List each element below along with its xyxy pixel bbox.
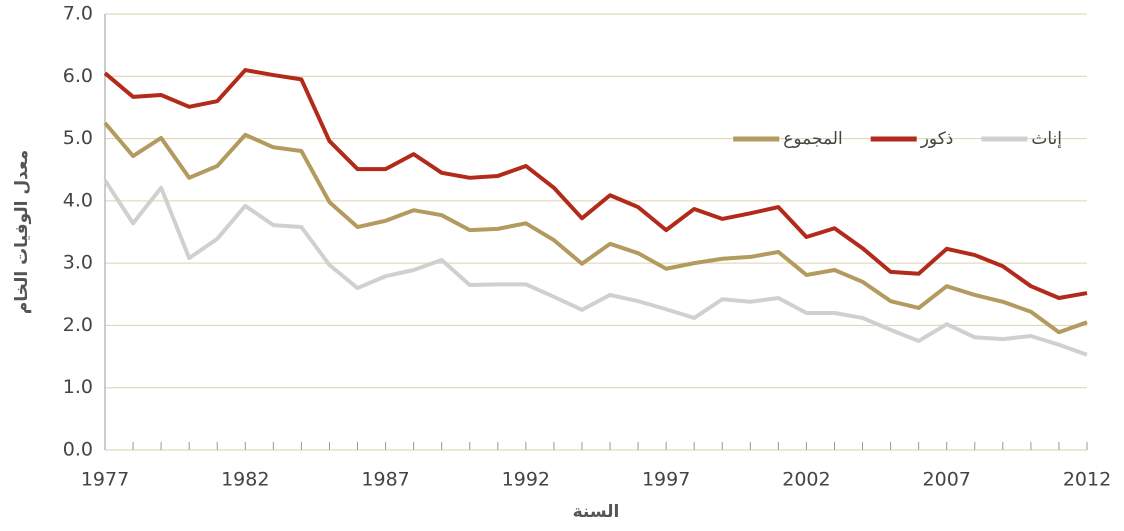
x-tick-label: 2012 [1063, 469, 1111, 491]
y-tick-label: 7.0 [63, 3, 93, 25]
x-tick-label: 1987 [361, 469, 409, 491]
x-tick-label: 2007 [923, 469, 971, 491]
x-tick-label: 1997 [642, 469, 690, 491]
legend-label: ذكور [920, 129, 954, 149]
series-line [103, 179, 1088, 357]
series-line [103, 121, 1088, 335]
y-tick-label: 6.0 [63, 65, 93, 87]
x-axis-label: السنة [573, 502, 620, 522]
y-tick-label: 1.0 [63, 376, 93, 398]
y-tick-label: 2.0 [63, 314, 93, 336]
x-tick-label: 2002 [782, 469, 830, 491]
x-tick-label: 1992 [502, 469, 550, 491]
legend-label: المجموع [783, 129, 842, 149]
x-tick-label: 1982 [221, 469, 269, 491]
y-axis-label: معدل الوفيات الخام [12, 150, 32, 314]
y-tick-label: 3.0 [63, 252, 93, 274]
y-tick-label: 4.0 [63, 189, 93, 211]
series-line [103, 68, 1088, 301]
x-tick-label: 1977 [81, 469, 129, 491]
legend-label: إناث [1031, 129, 1062, 149]
y-tick-label: 0.0 [63, 439, 93, 461]
y-tick-label: 5.0 [63, 127, 93, 149]
